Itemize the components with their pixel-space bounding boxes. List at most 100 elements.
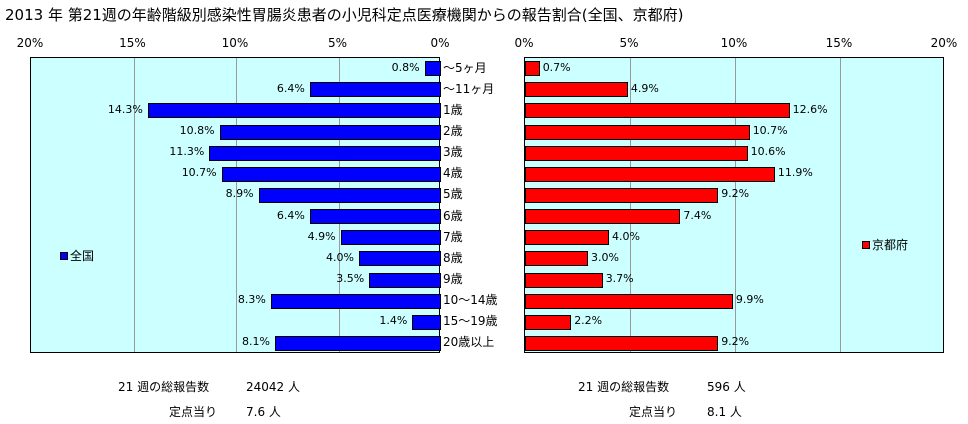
national-bar	[359, 251, 441, 267]
national-bar	[412, 314, 441, 330]
kyoto-bar	[525, 314, 572, 330]
national-bar	[424, 61, 441, 77]
kyoto-gridline	[735, 58, 736, 352]
national-value-label: 3.5%	[336, 272, 365, 285]
national-bar	[274, 335, 441, 351]
chart-title: 2013 年 第21週の年齢階級別感染性胃腸炎患者の小児科定点医療機関からの報告…	[5, 6, 684, 24]
kyoto-legend: 京都府	[862, 236, 908, 253]
national-legend-label: 全国	[70, 249, 95, 263]
national-value-label: 6.4%	[276, 208, 305, 222]
national-value-label: 0.8%	[391, 60, 420, 74]
kyoto-bar	[525, 61, 540, 77]
kyoto-value-label: 9.2%	[721, 335, 750, 349]
national-bar	[340, 230, 441, 246]
national-bar	[219, 124, 441, 140]
age-category-label: 2歳	[443, 124, 463, 138]
kyoto-value-label: 9.2%	[721, 187, 750, 201]
national-per-label: 定点当り	[169, 405, 218, 419]
national-value-label: 1.4%	[379, 314, 408, 328]
kyoto-bar	[525, 82, 628, 98]
national-value-label: 14.3%	[107, 102, 143, 116]
age-category-label: 3歳	[443, 145, 463, 160]
age-category-label: 1歳	[443, 102, 463, 117]
kyoto-total-value: 596 人	[707, 380, 746, 394]
kyoto-total-label: 21 週の総報告数	[578, 380, 670, 394]
kyoto-tick-label: 10%	[720, 36, 748, 50]
kyoto-bar	[525, 145, 748, 161]
national-value-label: 10.8%	[179, 124, 215, 137]
national-value-label: 10.7%	[181, 166, 217, 180]
national-gridline	[236, 58, 237, 352]
kyoto-value-label: 11.9%	[777, 166, 813, 180]
kyoto-value-label: 10.6%	[750, 145, 786, 159]
age-category-label: ～5ヶ月	[443, 60, 487, 75]
national-value-label: 4.9%	[307, 229, 336, 243]
kyoto-bar	[525, 103, 790, 119]
national-bar	[369, 272, 441, 288]
national-bar	[221, 166, 441, 182]
national-total-label: 21 週の総報告数	[118, 380, 210, 394]
kyoto-bar	[525, 209, 681, 225]
kyoto-bar	[525, 187, 719, 203]
kyoto-value-label: 4.9%	[630, 81, 659, 95]
age-category-label: 10～14歳	[443, 293, 498, 308]
kyoto-value-label: 3.7%	[605, 272, 634, 285]
kyoto-value-label: 3.0%	[591, 250, 619, 264]
kyoto-plot-area	[524, 57, 944, 353]
age-category-label: 7歳	[443, 229, 463, 244]
national-bar	[209, 145, 441, 161]
national-plot-area	[30, 57, 441, 353]
kyoto-bar	[525, 335, 719, 351]
national-bar	[270, 293, 441, 309]
kyoto-bar	[525, 293, 733, 309]
age-category-label: 5歳	[443, 187, 463, 202]
kyoto-per-label: 定点当り	[629, 405, 678, 419]
national-gridline	[338, 58, 340, 352]
kyoto-tick-label: 0%	[514, 36, 534, 50]
national-bar	[309, 209, 441, 225]
kyoto-tick-label: 5%	[619, 36, 639, 50]
national-total-value: 24042 人	[246, 380, 300, 394]
kyoto-bar	[525, 124, 750, 140]
national-tick-label: 15%	[119, 36, 146, 50]
national-value-label: 4.0%	[326, 250, 354, 264]
national-value-label: 8.3%	[237, 293, 266, 307]
kyoto-gridline	[840, 58, 841, 352]
age-category-label: 4歳	[443, 166, 463, 181]
kyoto-value-label: 12.6%	[792, 102, 828, 116]
national-tick-label: 0%	[430, 36, 450, 50]
national-per-value: 7.6 人	[246, 405, 281, 419]
kyoto-per-value: 8.1 人	[707, 405, 742, 419]
kyoto-gridline	[630, 58, 631, 352]
kyoto-bar	[525, 166, 775, 182]
kyoto-value-label: 4.0%	[612, 229, 640, 243]
national-bar	[309, 82, 441, 98]
age-category-label: 15～19歳	[443, 314, 498, 329]
kyoto-value-label: 0.7%	[542, 60, 571, 74]
national-value-label: 8.9%	[225, 187, 254, 201]
kyoto-value-label: 10.7%	[752, 124, 788, 137]
age-category-label: 20歳以上	[443, 335, 495, 350]
national-tick-label: 5%	[327, 36, 348, 50]
national-legend: 全国	[60, 247, 94, 264]
national-legend-swatch	[60, 251, 68, 260]
kyoto-bar	[525, 272, 603, 288]
kyoto-value-label: 9.9%	[735, 293, 764, 307]
national-value-label: 6.4%	[276, 81, 305, 95]
national-value-label: 11.3%	[169, 145, 205, 159]
kyoto-tick-label: 20%	[930, 36, 958, 50]
national-tick-label: 10%	[221, 36, 249, 50]
national-bar	[147, 103, 441, 119]
age-category-label: 8歳	[443, 250, 463, 265]
national-bar	[258, 187, 441, 203]
national-value-label: 8.1%	[241, 335, 270, 349]
national-gridline	[133, 58, 135, 352]
national-tick-label: 20%	[16, 36, 44, 50]
kyoto-tick-label: 15%	[825, 36, 853, 50]
kyoto-bar	[525, 230, 609, 246]
age-category-label: ～11ヶ月	[443, 81, 495, 96]
kyoto-legend-label: 京都府	[872, 238, 909, 252]
age-category-label: 9歳	[443, 272, 463, 286]
age-category-label: 6歳	[443, 208, 463, 223]
